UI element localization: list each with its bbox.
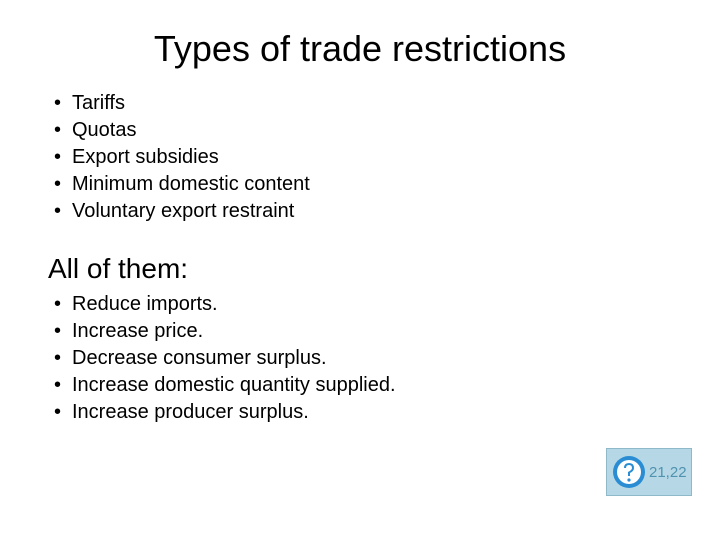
slide-title: Types of trade restrictions <box>0 0 720 90</box>
list-item: Increase producer surplus. <box>72 399 672 426</box>
list-item: Minimum domestic content <box>72 171 672 198</box>
slide-content: Tariffs Quotas Export subsidies Minimum … <box>0 90 720 426</box>
list-item: Increase domestic quantity supplied. <box>72 372 672 399</box>
list-item: Decrease consumer surplus. <box>72 345 672 372</box>
restrictions-list: Tariffs Quotas Export subsidies Minimum … <box>48 90 672 225</box>
list-item: Export subsidies <box>72 144 672 171</box>
list-item: Voluntary export restraint <box>72 198 672 225</box>
list-item: Reduce imports. <box>72 291 672 318</box>
help-reference-label: 21,22 <box>649 464 687 481</box>
help-reference-box[interactable]: 21,22 <box>606 448 692 496</box>
subheading: All of them: <box>48 253 672 285</box>
effects-list: Reduce imports. Increase price. Decrease… <box>48 291 672 426</box>
list-item: Quotas <box>72 117 672 144</box>
list-item: Tariffs <box>72 90 672 117</box>
help-icon <box>611 454 647 490</box>
list-item: Increase price. <box>72 318 672 345</box>
